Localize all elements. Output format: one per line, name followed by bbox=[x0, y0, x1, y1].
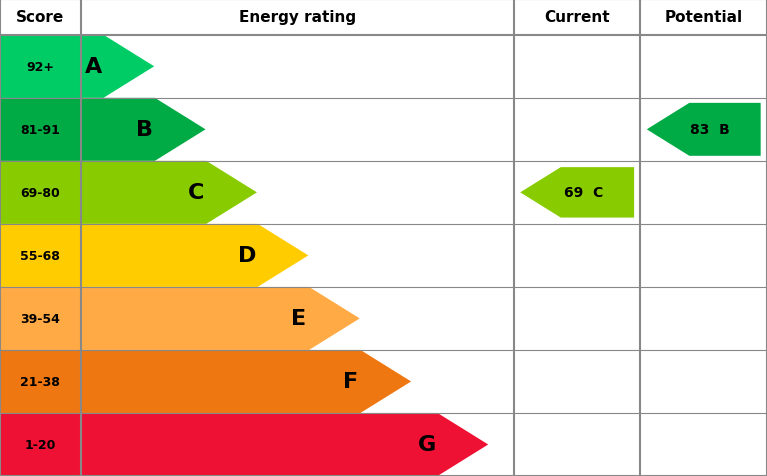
Bar bbox=[514, 36, 767, 99]
Text: 21-38: 21-38 bbox=[21, 375, 60, 388]
Text: C: C bbox=[188, 183, 204, 203]
Bar bbox=[0, 161, 81, 224]
Bar bbox=[514, 350, 767, 413]
Text: E: E bbox=[291, 309, 307, 329]
Bar bbox=[81, 413, 514, 476]
Bar bbox=[514, 288, 767, 350]
Text: A: A bbox=[84, 57, 102, 77]
Bar bbox=[514, 161, 767, 224]
Text: 69  C: 69 C bbox=[564, 186, 603, 200]
Polygon shape bbox=[520, 168, 634, 218]
Text: 55-68: 55-68 bbox=[21, 249, 60, 262]
Text: Potential: Potential bbox=[665, 10, 742, 25]
Text: 1-20: 1-20 bbox=[25, 438, 56, 451]
Bar bbox=[0, 413, 81, 476]
Bar bbox=[0, 288, 81, 350]
Bar bbox=[81, 350, 514, 413]
Bar bbox=[514, 224, 767, 288]
Polygon shape bbox=[0, 288, 360, 350]
Polygon shape bbox=[0, 161, 257, 224]
Text: F: F bbox=[343, 372, 358, 392]
Polygon shape bbox=[0, 36, 154, 99]
Text: 69-80: 69-80 bbox=[21, 187, 60, 199]
Polygon shape bbox=[0, 350, 411, 413]
Polygon shape bbox=[0, 99, 206, 161]
Bar bbox=[514, 413, 767, 476]
Bar bbox=[0, 0, 767, 36]
Bar bbox=[81, 99, 514, 161]
Bar bbox=[81, 224, 514, 288]
Text: B: B bbox=[137, 120, 153, 140]
Text: 81-91: 81-91 bbox=[21, 124, 60, 137]
Bar bbox=[0, 99, 81, 161]
Text: 39-54: 39-54 bbox=[21, 312, 60, 325]
Bar bbox=[0, 36, 81, 99]
Polygon shape bbox=[647, 104, 761, 157]
Bar bbox=[81, 161, 514, 224]
Text: 83  B: 83 B bbox=[690, 123, 730, 137]
Polygon shape bbox=[0, 413, 488, 476]
Text: G: G bbox=[418, 435, 436, 455]
Text: D: D bbox=[239, 246, 257, 266]
Bar bbox=[81, 36, 514, 99]
Text: Energy rating: Energy rating bbox=[239, 10, 356, 25]
Text: Score: Score bbox=[16, 10, 64, 25]
Polygon shape bbox=[0, 224, 308, 288]
Text: 92+: 92+ bbox=[26, 60, 54, 74]
Bar bbox=[0, 224, 81, 288]
Bar bbox=[0, 350, 81, 413]
Text: Current: Current bbox=[545, 10, 610, 25]
Bar bbox=[514, 99, 767, 161]
Bar bbox=[81, 288, 514, 350]
